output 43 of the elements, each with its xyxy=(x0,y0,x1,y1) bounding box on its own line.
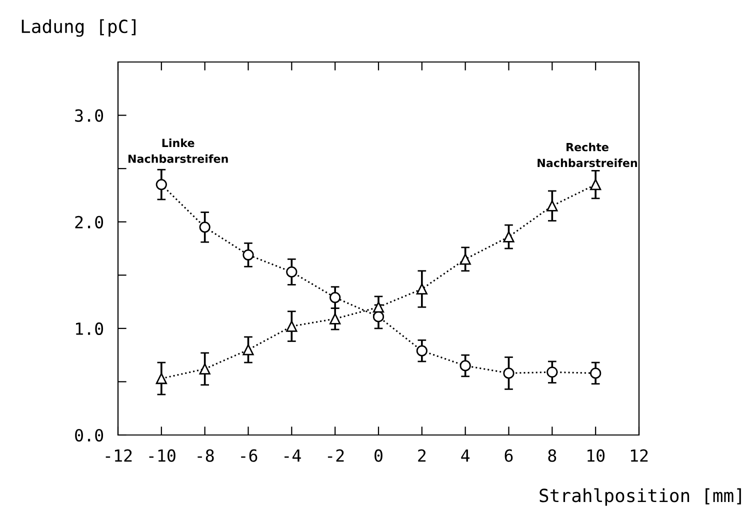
point xyxy=(286,266,298,278)
x-tick-label: 0 xyxy=(374,449,382,462)
point xyxy=(330,292,341,304)
point xyxy=(242,344,254,356)
point xyxy=(286,320,298,332)
x-tick-label: -12 xyxy=(106,449,132,462)
x-tick-label: -10 xyxy=(149,449,176,462)
y-tick-label: 2.0 xyxy=(75,216,104,228)
point xyxy=(590,368,602,379)
point xyxy=(503,231,514,242)
x-tick-label: 8 xyxy=(548,449,556,462)
point xyxy=(372,302,384,313)
point xyxy=(546,366,558,378)
x-tick-label: 4 xyxy=(461,449,470,462)
point xyxy=(156,372,167,384)
point xyxy=(242,249,254,260)
point xyxy=(546,200,558,212)
x-tick-label: -2 xyxy=(328,449,344,462)
x-tick-label: 10 xyxy=(588,449,605,462)
point xyxy=(590,179,602,190)
y-tick-label: 3.0 xyxy=(75,109,104,122)
point xyxy=(503,368,514,379)
x-axis-title: Strahlposition [mm] xyxy=(540,488,741,506)
text: Linke Nachbarstreifen xyxy=(128,138,228,163)
y-axis-title: Ladung [pC] xyxy=(22,19,136,37)
x-tick-label: 2 xyxy=(418,449,426,462)
point xyxy=(416,283,428,295)
point xyxy=(460,360,471,372)
point xyxy=(372,311,384,322)
x-tick-label: -6 xyxy=(241,449,258,462)
point xyxy=(199,363,210,374)
point xyxy=(416,345,428,356)
point xyxy=(460,254,471,265)
point xyxy=(156,179,167,190)
point xyxy=(199,222,210,233)
y-tick-label: 1.0 xyxy=(76,322,104,336)
y-tick-label: 0.0 xyxy=(75,429,104,442)
text: Rechte Nachbarstreifen xyxy=(538,142,638,168)
x-tick-label: 6 xyxy=(504,449,513,462)
x-tick-label: 12 xyxy=(630,449,648,462)
x-tick-label: -8 xyxy=(198,449,214,462)
point xyxy=(330,313,341,324)
x-tick-label: -4 xyxy=(284,449,301,462)
